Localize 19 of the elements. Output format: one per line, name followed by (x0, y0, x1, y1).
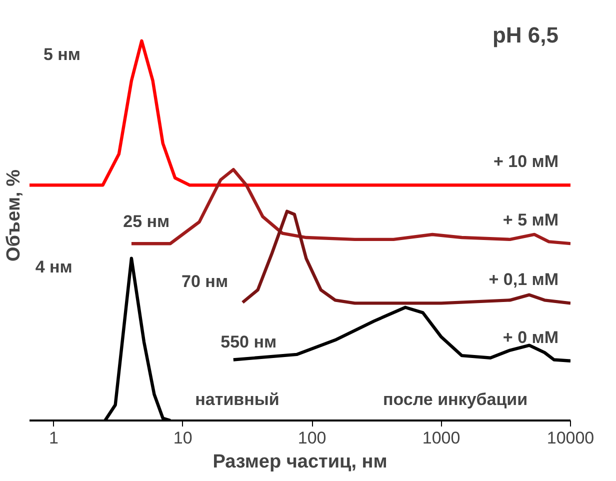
annotation: 4 нм (35, 257, 72, 276)
annotation: 5 нм (43, 44, 80, 64)
annotation: 550 нм (220, 332, 277, 352)
x-axis-title: Размер частиц, нм (212, 452, 388, 472)
series-label: + 10 мМ (493, 152, 559, 172)
annotation: 70 нм (182, 272, 228, 292)
annotation: после инкубации (382, 390, 528, 410)
annotation: 25 нм (123, 212, 170, 232)
series-label: + 5 мМ (502, 210, 559, 230)
x-tick-label: 10 (173, 428, 192, 448)
x-tick-label: 100 (298, 428, 326, 448)
series-label: + 0,1 мМ (488, 270, 559, 290)
x-tick-label: 1000 (422, 428, 460, 448)
series-label: + 0 мМ (502, 328, 559, 347)
annotation: нативный (195, 390, 280, 410)
x-tick-label: 10000 (546, 428, 594, 448)
x-tick-label: 1 (48, 428, 58, 448)
y-axis-title: Объем, % (4, 169, 24, 262)
annotation: pH 6,5 (492, 22, 559, 48)
